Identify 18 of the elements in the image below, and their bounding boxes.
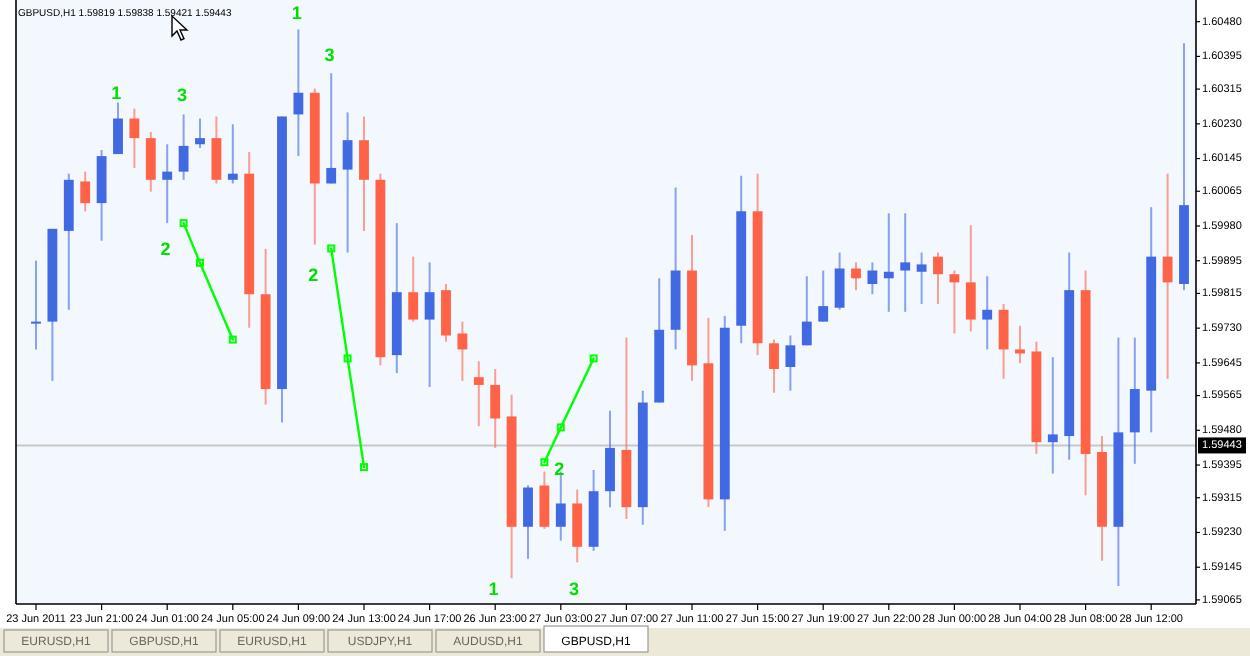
point [589,354,598,363]
annotation: 2 [160,238,171,259]
point [327,244,336,253]
annotation: 3 [324,44,335,65]
point [343,354,352,363]
point [556,423,565,432]
annotation: 1 [111,82,122,103]
annotation: 3 [568,578,579,599]
point [540,458,549,467]
annotation: 1 [488,578,499,599]
annotation: 2 [554,458,565,479]
point [228,335,237,344]
annotation: 2 [308,264,319,285]
annotation: 3 [176,84,187,105]
point [196,258,204,267]
annotation: 1 [291,2,302,23]
point [360,463,368,472]
point [179,219,188,228]
